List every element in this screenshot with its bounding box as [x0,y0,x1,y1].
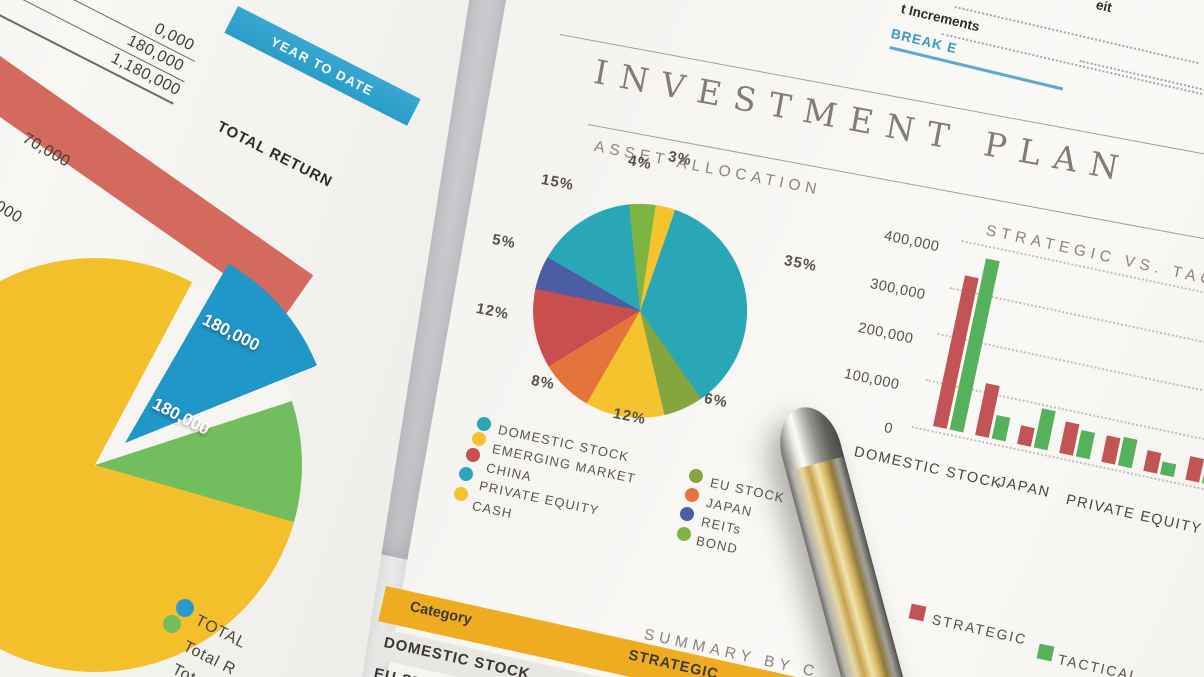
legend-dot [677,527,691,541]
legend-dot [163,615,181,633]
total-return-pie [0,236,332,672]
bar-strategic [1143,450,1162,474]
legend-dot [689,469,703,483]
legend-dot [150,632,168,650]
bar-tactical [991,414,1011,442]
legend-swatch [1036,643,1055,662]
bar-strategic [1101,435,1121,465]
legend-dot [680,507,694,521]
bar-tactical [1117,436,1138,469]
bar-tactical [1075,429,1096,460]
legend-dot [466,448,480,462]
summary-col-category: Category [408,598,474,629]
bar-strategic [1017,425,1035,447]
bar-tactical [1159,461,1177,478]
bar-strategic [1185,456,1204,483]
bar-tactical [1033,408,1056,451]
legend-dot [176,599,194,617]
legend-dot [459,467,473,481]
legend-swatch [908,603,927,622]
legend-dot [472,432,486,446]
legend-dot [477,417,491,431]
total-return-pie-blue-slice [0,236,332,650]
legend-dot [454,487,468,501]
legend-dot [685,488,699,502]
